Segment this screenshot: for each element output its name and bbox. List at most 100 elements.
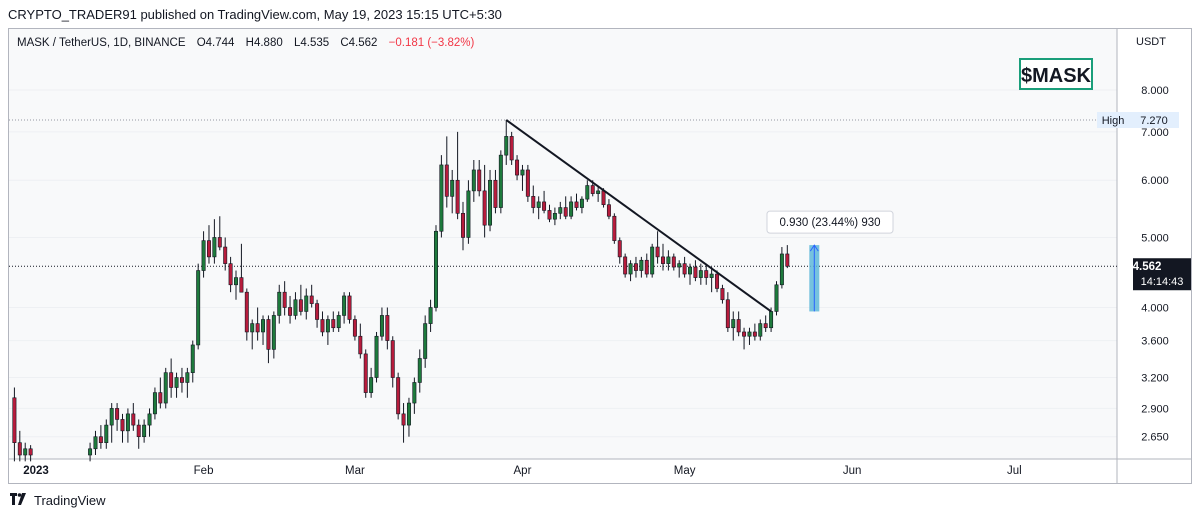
high-value-bg xyxy=(1129,111,1179,128)
x-tick-label: Jul xyxy=(1007,465,1022,477)
candle-up xyxy=(439,164,444,232)
candle-down xyxy=(563,207,568,217)
candle-down xyxy=(98,436,103,443)
candle-down xyxy=(358,335,363,355)
candle-down xyxy=(131,413,136,426)
candle-down xyxy=(655,246,660,258)
ohlc-change: −0.181 (−3.82%) xyxy=(388,37,475,49)
candle-down xyxy=(455,179,460,214)
price-axis-unit: USDT xyxy=(1136,36,1166,48)
candle-down xyxy=(266,319,271,350)
candle-up xyxy=(417,358,422,383)
candle-down xyxy=(525,169,530,197)
candle-down xyxy=(444,164,449,197)
candle-down xyxy=(179,377,184,383)
candle-up xyxy=(536,201,541,208)
candle-up xyxy=(374,335,379,378)
candle-up xyxy=(185,372,190,383)
candle-down xyxy=(644,259,649,275)
candlestick-chart[interactable]: USDT 8.000 7.000 6.000 5.000 4.000 3.600 3.200 2… xyxy=(9,29,1192,484)
candle-up xyxy=(471,169,476,192)
high-label-text: High xyxy=(1102,115,1125,127)
candle-up xyxy=(250,323,255,333)
candle-up xyxy=(88,448,93,456)
candle-down xyxy=(736,319,741,333)
candle-up xyxy=(596,190,601,194)
candle-up xyxy=(498,154,503,208)
candle-up xyxy=(325,319,330,333)
tradingview-footer[interactable]: TradingView xyxy=(10,492,106,508)
candle-up xyxy=(488,179,493,226)
candle-down xyxy=(547,210,552,220)
candle-down xyxy=(617,240,622,258)
candle-up xyxy=(639,259,644,271)
candle-down xyxy=(331,319,336,329)
candle-up xyxy=(125,413,130,432)
candle-down xyxy=(763,323,768,329)
watermark-box xyxy=(1019,58,1093,90)
candle-down xyxy=(217,237,222,248)
candle-up xyxy=(412,382,417,404)
high-value-text: 7.270 xyxy=(1140,115,1168,127)
candle-up xyxy=(406,402,411,426)
high-label-bg xyxy=(1097,111,1129,128)
symbol-name[interactable]: MASK / TetherUS, 1D, BINANCE xyxy=(17,37,186,49)
candle-up xyxy=(428,307,433,324)
candle-down xyxy=(633,263,638,271)
candle-up xyxy=(758,323,763,337)
candle-down xyxy=(785,253,790,267)
candle-up xyxy=(747,331,752,337)
ohlc-open: O4.744 xyxy=(196,37,235,49)
x-tick-label: 2023 xyxy=(23,465,49,477)
candle-down xyxy=(531,196,536,208)
candle-up xyxy=(261,319,266,333)
candle-down xyxy=(742,331,747,337)
candle-down xyxy=(515,159,520,176)
candle-up xyxy=(677,263,682,268)
candle-up xyxy=(271,315,276,350)
candle-down xyxy=(28,448,33,456)
candle-down xyxy=(223,246,228,264)
x-tick-label: Mar xyxy=(345,465,365,477)
candle-down xyxy=(661,256,665,264)
candle-down xyxy=(228,263,233,286)
candle-down xyxy=(120,419,125,432)
x-tick-label: Feb xyxy=(194,465,214,477)
candle-up xyxy=(293,299,298,316)
candle-down xyxy=(461,213,465,238)
candle-up xyxy=(585,185,590,200)
candle-down xyxy=(720,288,725,301)
tradingview-logo-icon xyxy=(10,492,28,508)
candle-up xyxy=(342,295,347,316)
candle-up xyxy=(552,213,557,220)
candle-up xyxy=(234,277,238,286)
x-tick-label: Apr xyxy=(514,465,532,477)
candle-up xyxy=(212,237,217,258)
candle-up xyxy=(142,424,147,438)
candle-up xyxy=(774,284,779,312)
y-tick-label: 7.000 xyxy=(1141,127,1169,139)
candle-down xyxy=(385,315,390,341)
candle-down xyxy=(509,136,514,161)
candle-up xyxy=(152,392,157,415)
candle-up xyxy=(336,315,341,329)
candle-up xyxy=(163,372,168,404)
candle-up xyxy=(434,230,438,308)
candle-up xyxy=(369,377,374,393)
candle-down xyxy=(298,299,303,312)
candle-up xyxy=(277,291,282,316)
y-tick-label: 2.900 xyxy=(1141,403,1169,415)
candle-down xyxy=(482,190,487,226)
chart-frame[interactable]: MASK / TetherUS, 1D, BINANCE O4.744 H4.8… xyxy=(8,28,1192,484)
candle-up xyxy=(23,448,28,456)
candle-down xyxy=(244,291,249,333)
plot-background xyxy=(9,29,1117,459)
ohlc-high: H4.880 xyxy=(245,37,283,49)
last-price-bg xyxy=(1133,258,1191,291)
candle-down xyxy=(693,266,698,278)
candle-down xyxy=(239,277,244,293)
candle-up xyxy=(558,207,563,214)
candle-up xyxy=(709,273,714,278)
measure-arrow-head xyxy=(809,244,819,252)
tradingview-brand: TradingView xyxy=(34,492,106,508)
